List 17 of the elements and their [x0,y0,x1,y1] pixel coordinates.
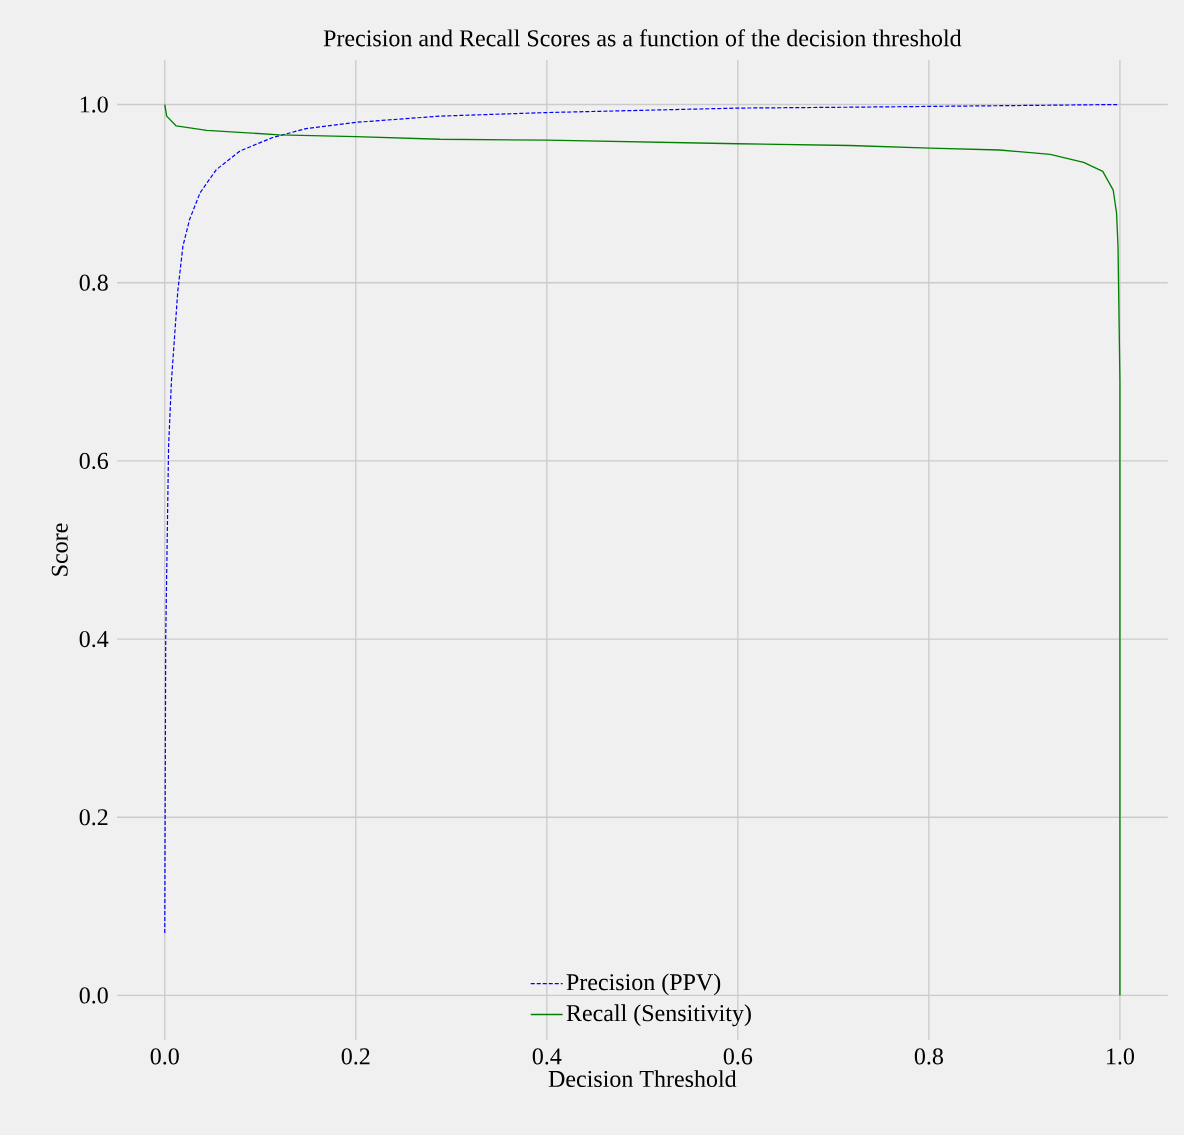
x-tick-label: 0.4 [532,1048,562,1065]
x-tick-label: 1.0 [1107,1048,1135,1065]
legend-label: Precision (PPV) [566,973,721,996]
y-axis-title: Score [51,523,68,576]
x-tick-label: 0.8 [914,1048,943,1065]
y-tick-label: 0.2 [79,809,108,826]
x-tick-label: 0.6 [723,1048,753,1065]
y-tick-label: 0.4 [79,630,109,648]
y-tick-label: 0.0 [79,987,108,1004]
x-tick-label: 0.2 [341,1048,370,1065]
y-tick-label: 0.6 [79,452,109,470]
x-tick-label: 0.0 [150,1048,179,1065]
legend-label: Recall (Sensitivity) [566,1004,751,1027]
y-tick-label: 1.0 [80,96,108,113]
y-tick-label: 0.8 [79,274,108,291]
x-axis-title: Decision Threshold [548,1070,737,1088]
chart-title: Precision and Recall Scores as a function of the decision threshold [323,29,962,47]
